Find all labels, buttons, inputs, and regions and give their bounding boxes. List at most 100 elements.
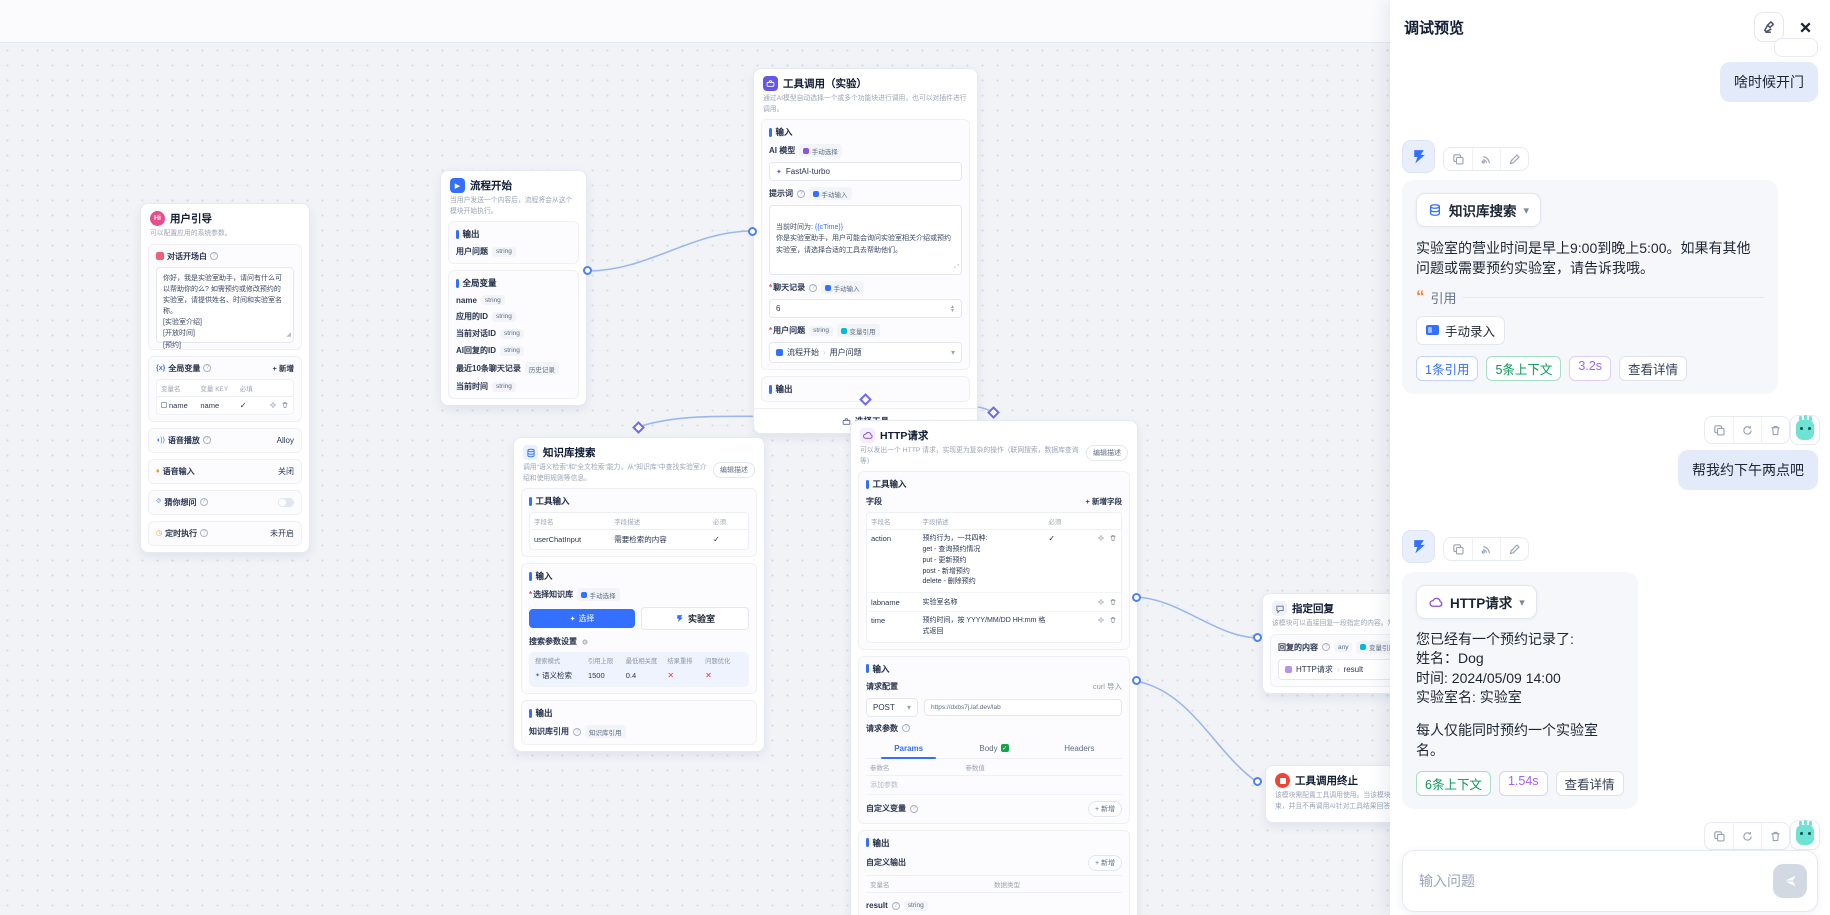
- add-custom-output-button[interactable]: + 新增: [1087, 854, 1122, 871]
- view-details-button[interactable]: 查看详情: [1555, 770, 1624, 796]
- add-param-row[interactable]: 添加参数: [866, 776, 1122, 795]
- guess-row[interactable]: ⯑ 猜你想问: [148, 489, 302, 515]
- info-icon: [202, 436, 211, 445]
- tts-label: 语音播放: [167, 435, 200, 445]
- edit-description-button[interactable]: 编辑描述: [1086, 445, 1128, 461]
- chat-input[interactable]: [1419, 873, 1773, 889]
- target-handle-tool-stop[interactable]: [1253, 777, 1262, 786]
- tts-row[interactable]: ◖)) 语音播放 Alloy: [148, 427, 302, 453]
- variable-row[interactable]: name name ✓: [157, 397, 293, 414]
- delete-button[interactable]: [1761, 823, 1789, 849]
- info-icon: [203, 364, 212, 373]
- prompt-source-chip[interactable]: 手动输入: [809, 187, 852, 201]
- question-source-chip[interactable]: 变量引用: [837, 324, 880, 338]
- gear-icon[interactable]: [1097, 598, 1105, 606]
- node-http-request[interactable]: HTTP请求 可以发出一个 HTTP 请求，实现更为复杂的操作（联网搜索，数据库…: [850, 420, 1138, 915]
- add-custom-var-button[interactable]: + 新增: [1087, 800, 1122, 817]
- target-handle-reply[interactable]: [1253, 633, 1262, 642]
- copy-button[interactable]: [1705, 417, 1733, 443]
- chat-area: 啥时候开门 知识库搜索 ▾ 实验室的营业时间是早上9:00到晚上5:00。如果有…: [1390, 0, 1830, 915]
- assistant-text-line: 时间: 2024/05/09 14:00: [1416, 669, 1561, 686]
- copy-button[interactable]: [1705, 823, 1733, 849]
- resize-handle-icon[interactable]: ◢: [286, 331, 291, 338]
- input-section-label: 输入: [769, 126, 962, 138]
- target-handle-tool-call[interactable]: [748, 227, 757, 236]
- delete-button[interactable]: [1761, 417, 1789, 443]
- quote-source-chip[interactable]: 手动录入: [1416, 315, 1506, 345]
- tab-body[interactable]: Body ✓: [979, 743, 1009, 753]
- expand-icon[interactable]: ⤢: [954, 264, 959, 271]
- view-details-button[interactable]: 查看详情: [1619, 355, 1688, 381]
- question-select[interactable]: 流程开始 › 用户问题 ▾: [769, 342, 962, 364]
- edit-description-button[interactable]: 编辑描述: [713, 462, 755, 478]
- select-kb-button[interactable]: ✦ 选择: [529, 609, 635, 629]
- method-select[interactable]: POST ▾: [866, 697, 918, 717]
- toolbox-icon: [763, 76, 778, 91]
- info-icon: [573, 727, 581, 736]
- model-source-chip[interactable]: 手动选择: [799, 144, 842, 158]
- welcome-textarea[interactable]: 你好，我是实验室助手，请问有什么可以帮助你的么? 如需预约或修改预约的实验室，请…: [156, 266, 294, 349]
- duration-badge[interactable]: 3.2s: [1569, 355, 1612, 381]
- prompt-textarea[interactable]: 当前时间为: {{cTime}} 你是实验室助手，用户可能会询问实验室相关介绍或…: [769, 205, 962, 276]
- edit-button[interactable]: [1500, 148, 1528, 170]
- context-count-badge[interactable]: 5条上下文: [1486, 355, 1562, 381]
- curl-import-button[interactable]: curl 导入: [1092, 681, 1122, 691]
- field-name: userChatInput: [534, 535, 582, 545]
- source-handle-http-bottom[interactable]: [1132, 676, 1141, 685]
- node-kb-search[interactable]: 知识库搜索 调用“语义检索”和“全文检索”能力，从“知识库”中查找实验室介绍和使…: [513, 437, 765, 753]
- retry-button[interactable]: [1733, 823, 1761, 849]
- node-user-guide[interactable]: Hi 用户引导 可以配置应用的系统参数。 对话开场白 你好，我是实验室助手，请问…: [140, 203, 310, 553]
- retry-button[interactable]: [1733, 417, 1761, 443]
- module-dropdown[interactable]: 知识库搜索 ▾: [1416, 193, 1542, 227]
- schedule-value: 未开启: [270, 528, 294, 538]
- node-flow-start[interactable]: ▶ 流程开始 当用户发送一个内容后，流程将会从这个模块开始执行。 输出 用户问题…: [440, 170, 587, 407]
- history-source-chip[interactable]: 手动输入: [821, 281, 864, 295]
- kb-source-chip[interactable]: 手动选择: [577, 588, 620, 602]
- context-count-badge[interactable]: 6条上下文: [1416, 770, 1491, 796]
- gear-icon[interactable]: [1097, 616, 1105, 624]
- method-value: POST: [873, 702, 895, 712]
- node-tool-call[interactable]: 工具调用（实验） 通过AI模型自动选择一个或多个功能块进行调用，也可以对插件进行…: [753, 68, 978, 435]
- reply-source-chip[interactable]: 变量引用: [1356, 640, 1399, 654]
- check-icon: ✓: [239, 400, 247, 410]
- limit-value: 1500: [587, 671, 605, 681]
- col-param-name: 参数名: [870, 764, 890, 772]
- tab-params[interactable]: Params: [866, 740, 951, 760]
- schedule-row[interactable]: ◷ 定时执行 未开启: [148, 520, 302, 546]
- source-handle-http-top[interactable]: [1132, 593, 1141, 602]
- url-input[interactable]: https://dxbs7j.laf.dev/lab: [924, 698, 1122, 716]
- tab-headers[interactable]: Headers: [1064, 743, 1095, 753]
- add-variable-button[interactable]: + 新增: [272, 363, 294, 373]
- tts-button[interactable]: [1472, 148, 1500, 170]
- close-panel-button[interactable]: [1792, 14, 1818, 40]
- delete-icon[interactable]: [281, 401, 289, 409]
- kb-mini-icon: [581, 591, 588, 598]
- user-message-text: 帮我约下午两点吧: [1692, 462, 1804, 478]
- check-icon: ✓: [1048, 534, 1056, 544]
- copy-button[interactable]: [1444, 538, 1472, 560]
- add-field-button[interactable]: + 新增字段: [1085, 497, 1122, 507]
- duration-badge[interactable]: 1.54s: [1498, 770, 1548, 796]
- model-select[interactable]: ✦ FastAI-turbo: [769, 162, 962, 182]
- history-count-input[interactable]: 6 ▲ ▼: [769, 299, 962, 319]
- guess-toggle[interactable]: [278, 497, 294, 507]
- send-button[interactable]: [1773, 864, 1807, 898]
- delete-icon[interactable]: [1109, 616, 1117, 624]
- kb-dataset-button[interactable]: 实验室: [641, 607, 749, 631]
- citation-count-badge[interactable]: 1条引用: [1416, 355, 1479, 381]
- edit-button[interactable]: [1500, 538, 1528, 560]
- edit-icon[interactable]: [269, 401, 277, 409]
- gear-icon[interactable]: [581, 638, 589, 646]
- custom-var-label: 自定义变量: [866, 804, 906, 814]
- delete-icon[interactable]: [1109, 598, 1117, 606]
- col-var-name: 变量名: [161, 385, 181, 393]
- stepper-icons[interactable]: ▲ ▼: [950, 303, 955, 314]
- stt-row[interactable]: ♦ 语音输入 关闭: [148, 458, 302, 484]
- module-dropdown[interactable]: HTTP请求 ▾: [1416, 585, 1537, 619]
- copy-button[interactable]: [1444, 148, 1472, 170]
- clear-history-button[interactable]: [1754, 12, 1784, 42]
- source-handle-flow-start[interactable]: [583, 266, 592, 275]
- tts-button[interactable]: [1472, 538, 1500, 560]
- gear-icon[interactable]: [1097, 534, 1105, 542]
- delete-icon[interactable]: [1109, 534, 1117, 542]
